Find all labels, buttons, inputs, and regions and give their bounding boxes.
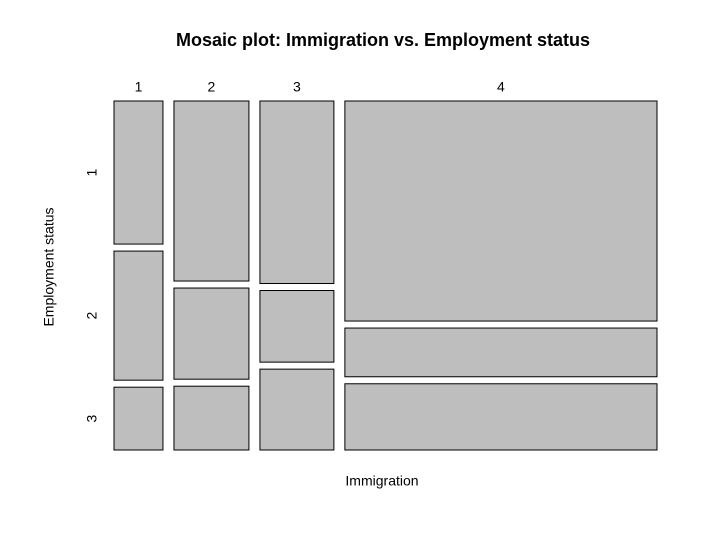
mosaic-cell (173, 100, 250, 282)
x-axis-title: Immigration (345, 473, 418, 489)
y-tick-label: 3 (84, 414, 100, 422)
x-tick-label: 1 (135, 79, 143, 95)
mosaic-cell (344, 100, 658, 322)
mosaic-cell (259, 100, 335, 285)
mosaic-cell (259, 368, 335, 451)
chart-title: Mosaic plot: Immigration vs. Employment … (176, 30, 590, 50)
y-tick-label: 1 (84, 168, 100, 176)
y-tick-label: 2 (84, 312, 100, 320)
x-tick-label: 2 (208, 79, 216, 95)
mosaic-cell (173, 385, 250, 451)
x-tick-label: 4 (497, 79, 505, 95)
mosaic-cell (344, 327, 658, 378)
mosaic-cell (113, 386, 164, 451)
mosaic-cell (344, 383, 658, 451)
mosaic-cell (173, 287, 250, 380)
y-axis-title: Employment status (41, 207, 57, 326)
mosaic-cell (259, 290, 335, 363)
mosaic-cell (113, 250, 164, 381)
mosaic-cell (113, 100, 164, 245)
x-tick-label: 3 (293, 79, 301, 95)
